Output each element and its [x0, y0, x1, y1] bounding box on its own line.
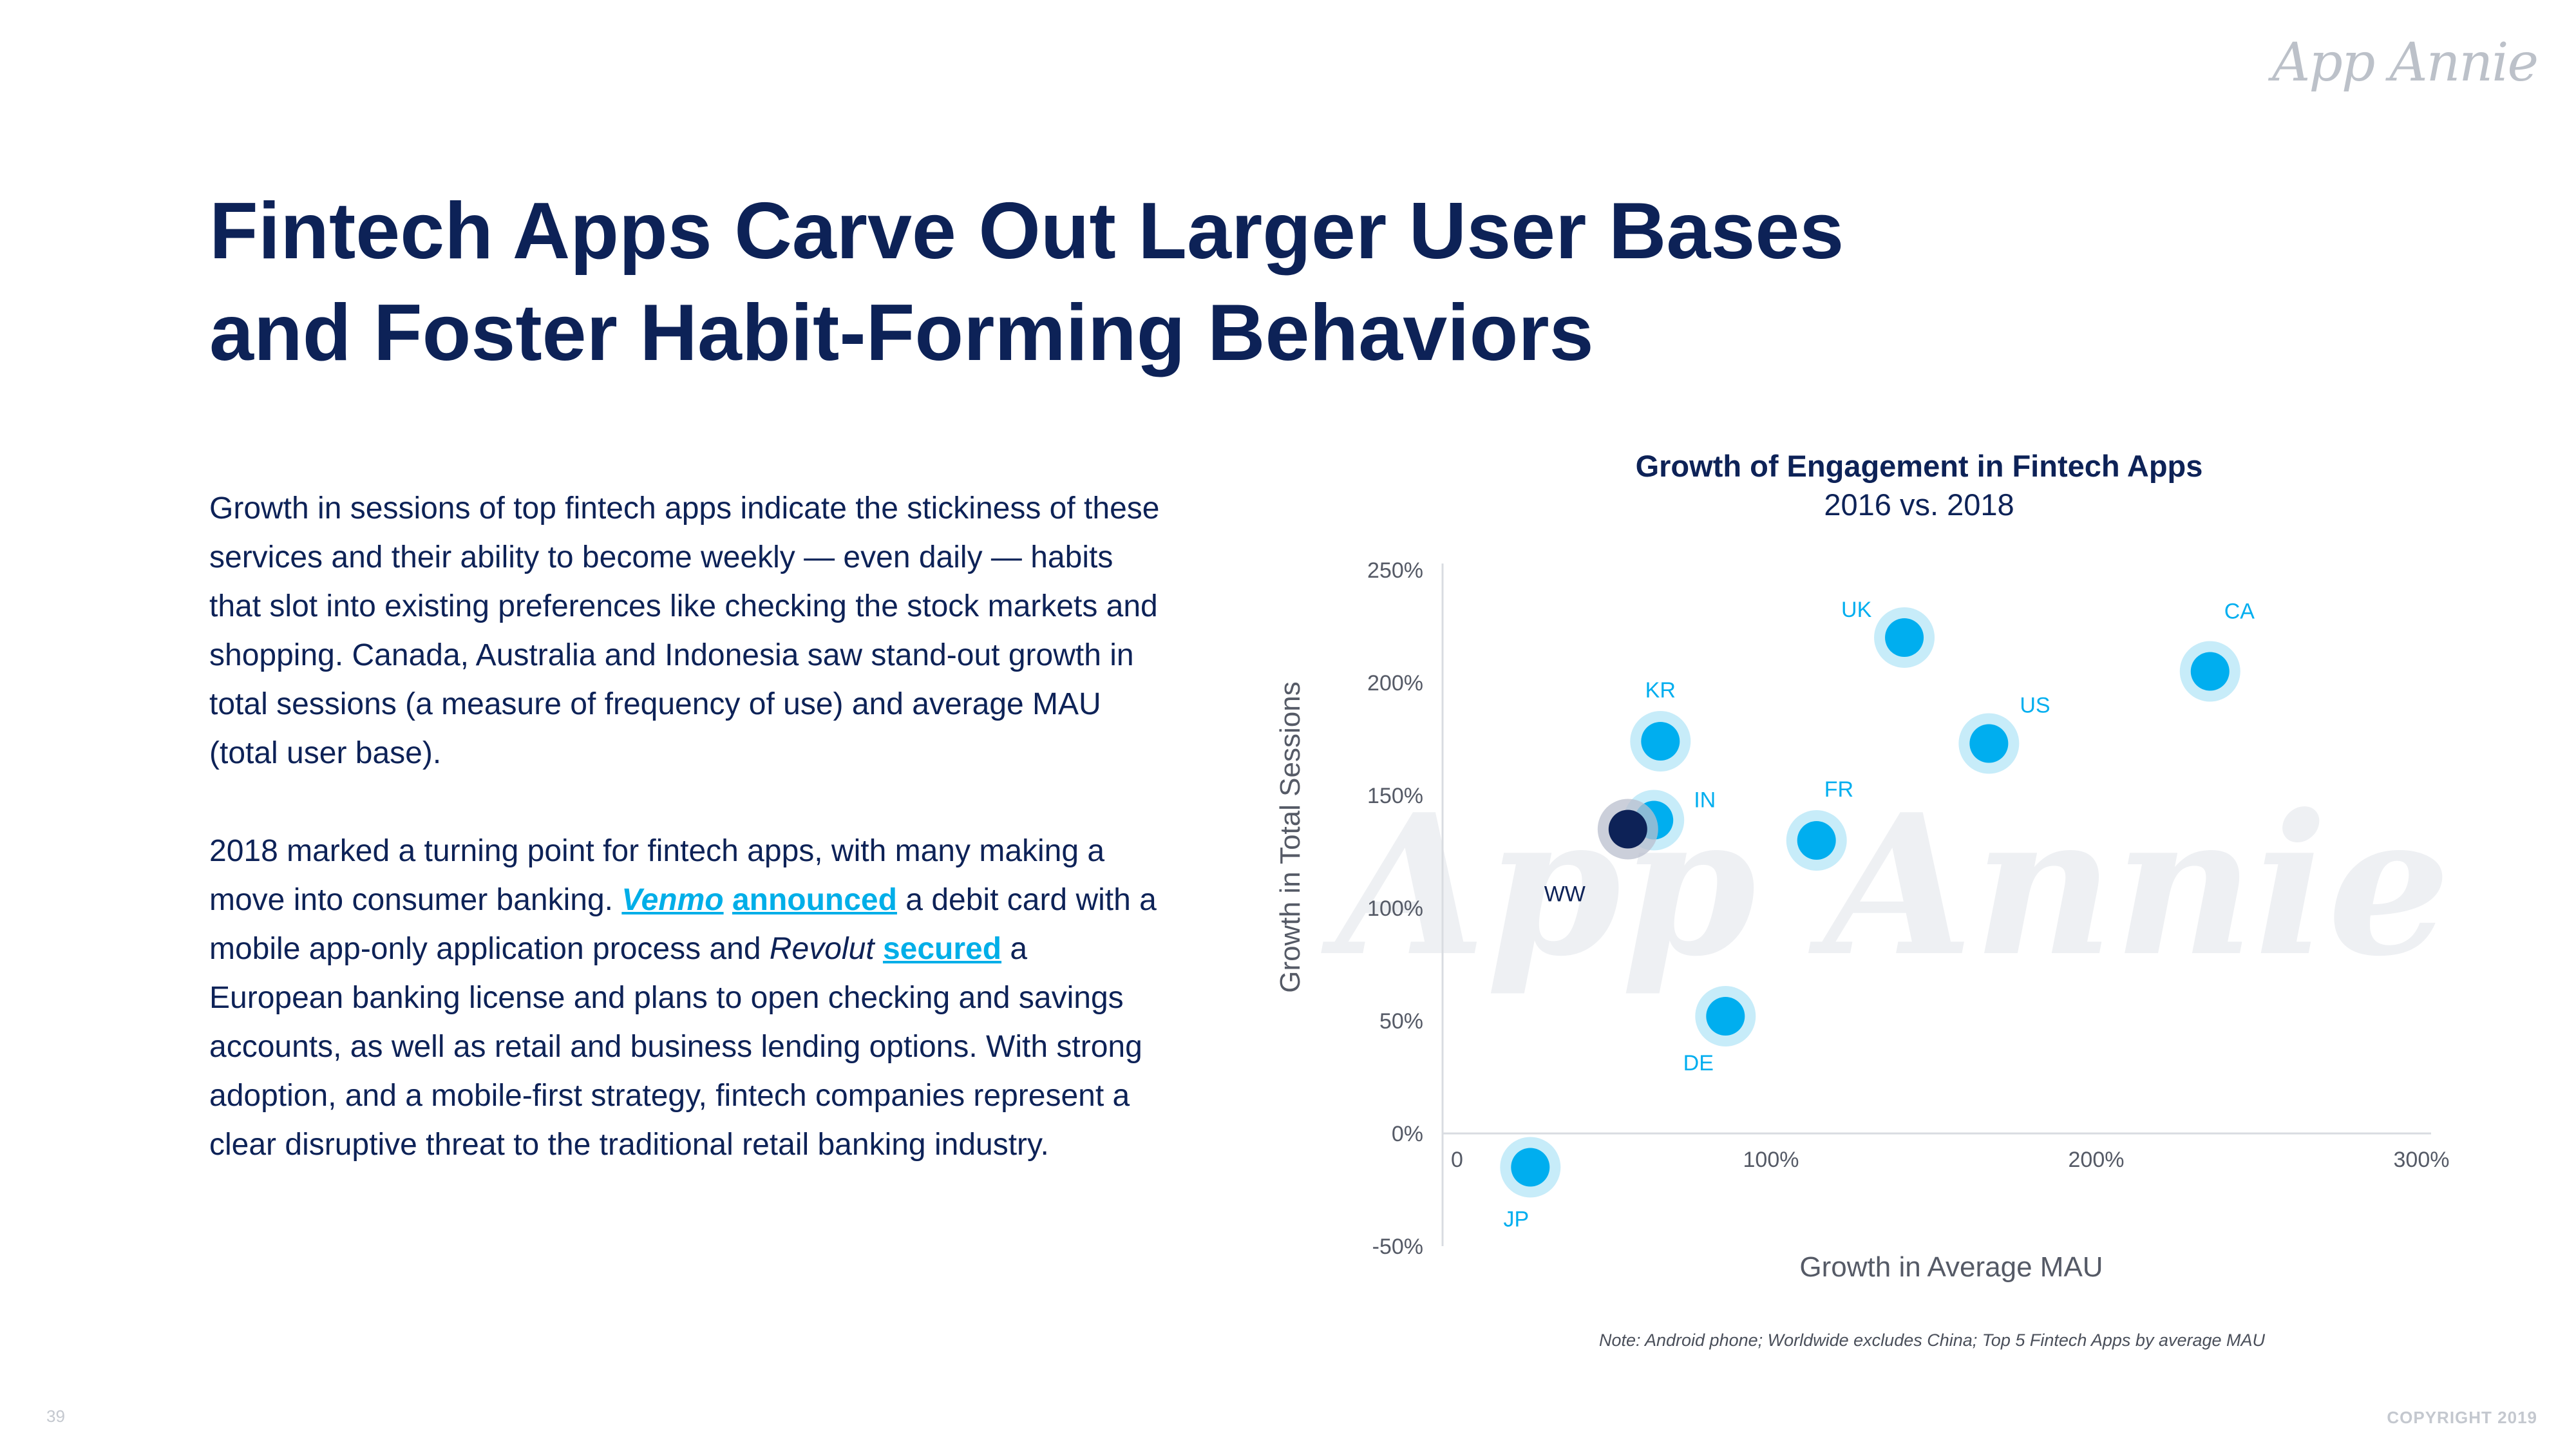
venmo-link[interactable]: Venmo	[621, 883, 724, 917]
y-tick-label: 100%	[1367, 896, 1423, 921]
y-tick-label: 150%	[1367, 784, 1423, 808]
point-de-label: DE	[1683, 1051, 1714, 1075]
x-tick-label: 0	[1451, 1148, 1463, 1172]
x-tick-label: 300%	[2394, 1148, 2450, 1172]
paragraph-1: Growth in sessions of top fintech apps i…	[209, 491, 1160, 770]
y-tick-label: 0%	[1392, 1122, 1423, 1146]
y-tick-label: 250%	[1367, 558, 1423, 583]
y-tick-label: -50%	[1372, 1235, 1423, 1259]
page-title-line-1: Fintech Apps Carve Out Larger User Bases	[209, 187, 1844, 276]
app-annie-logo: App Annie	[2272, 32, 2539, 93]
point-ww	[1608, 810, 1647, 849]
chart-note: Note: Android phone; Worldwide excludes …	[1598, 1331, 2266, 1350]
y-tick-label: 50%	[1379, 1009, 1423, 1034]
y-axis-label: Growth in Total Sessions	[1274, 681, 1306, 992]
page-number: 39	[46, 1406, 65, 1426]
point-ca	[2190, 652, 2230, 691]
point-us-label: US	[2020, 694, 2050, 718]
watermark-text: App Annie	[1321, 772, 2450, 999]
point-ca-label: CA	[2224, 600, 2255, 624]
copyright: COPYRIGHT 2019	[2387, 1408, 2537, 1427]
paragraph-2-part-c: a European banking license and plans to …	[209, 932, 1142, 1162]
point-us	[1969, 724, 2009, 763]
point-in-label: IN	[1694, 788, 1716, 813]
point-jp-label: JP	[1503, 1208, 1529, 1232]
x-tick-label: 200%	[2069, 1148, 2125, 1172]
page-title-line-2: and Foster Habit-Forming Behaviors	[209, 289, 1594, 377]
y-tick-label: 200%	[1367, 671, 1423, 696]
page-title: Fintech Apps Carve Out Larger User Bases…	[209, 180, 2141, 384]
secured-link[interactable]: secured	[882, 932, 1002, 966]
announced-link[interactable]: announced	[732, 883, 897, 917]
point-kr-label: KR	[1645, 678, 1676, 703]
x-tick-label: 100%	[1743, 1148, 1799, 1172]
point-fr-label: FR	[1824, 777, 1853, 802]
point-de	[1706, 997, 1745, 1036]
chart-title: Growth of Engagement in Fintech Apps	[1635, 449, 2203, 483]
body-text: Growth in sessions of top fintech apps i…	[209, 484, 1169, 1218]
paragraph-2: 2018 marked a turning point for fintech …	[209, 827, 1169, 1170]
point-fr	[1797, 821, 1836, 860]
x-axis-label: Growth in Average MAU	[1799, 1251, 2103, 1283]
point-ww-label: WW	[1544, 882, 1586, 907]
point-kr	[1641, 722, 1680, 761]
paragraph-2-part-b: a debit card with a mobile app-only appl…	[209, 883, 1157, 966]
revolut-text: Revolut	[769, 932, 875, 966]
chart-subtitle: 2016 vs. 2018	[1824, 488, 2014, 522]
paragraph-2-part-a: 2018 marked a turning point for fintech …	[209, 834, 1105, 917]
point-uk-label: UK	[1841, 598, 1872, 622]
scatter-chart: App Annie -50% 0% 50% 100% 150% 200% 250% 0 100%…	[1274, 558, 2450, 1283]
point-uk	[1885, 618, 1924, 657]
chart-axes: -50% 0% 50% 100% 150% 200% 250% 0 100% 200% 300%	[1367, 558, 2449, 1259]
chart-points: UK CA KR US IN FR WW DE JP	[1500, 598, 2255, 1232]
point-jp	[1511, 1148, 1550, 1187]
